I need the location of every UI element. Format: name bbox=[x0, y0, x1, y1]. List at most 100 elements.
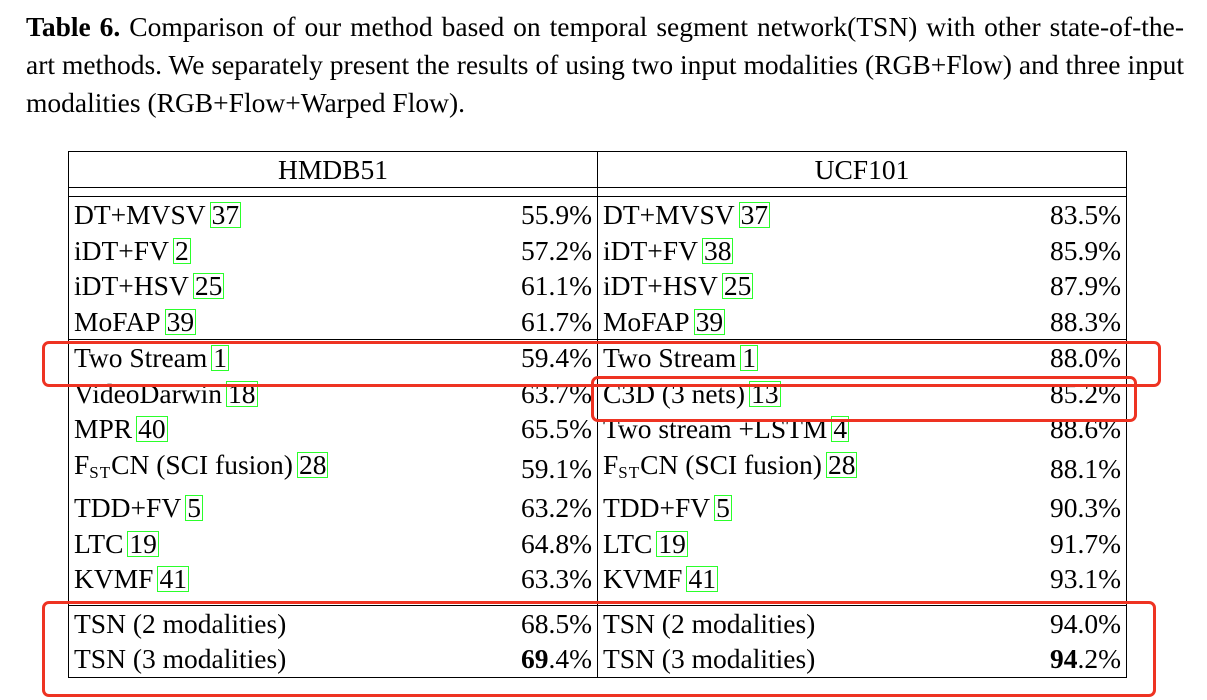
hmdb-accuracy: 63.2% bbox=[473, 490, 598, 526]
citation-link[interactable]: 25 bbox=[192, 270, 225, 301]
method-name-main: F bbox=[602, 448, 619, 480]
method-name-main: F bbox=[74, 448, 90, 480]
citation-link[interactable]: 2 bbox=[172, 234, 191, 266]
method-name: MoFAP bbox=[74, 305, 161, 337]
method-name: Two stream +LSTM bbox=[602, 413, 828, 444]
ucf-accuracy: 90.3% bbox=[1001, 490, 1127, 526]
header-row: HMDB51 UCF101 bbox=[68, 151, 1128, 188]
method-name: KVMF bbox=[74, 563, 154, 594]
method-name: MPR bbox=[74, 413, 133, 444]
table-row: VideoDarwin 18 63.7% C3D (3 nets) 13 85.2% bbox=[68, 375, 1127, 411]
citation-link[interactable]: 4 bbox=[831, 413, 850, 444]
table-row: TSN (2 modalities) 68.5% TSN (2 modaliti… bbox=[68, 604, 1127, 641]
citation-link[interactable]: 1 bbox=[740, 342, 758, 373]
citation-link[interactable]: 37 bbox=[209, 199, 242, 230]
citation-link[interactable]: 40 bbox=[136, 413, 168, 444]
citation-link[interactable]: 18 bbox=[226, 377, 258, 409]
ucf-accuracy: 91.7% bbox=[1001, 525, 1127, 561]
method-name-rest: CN (SCI fusion) bbox=[111, 448, 293, 480]
accuracy-rest: .4% bbox=[548, 643, 592, 674]
citation-link[interactable]: 25 bbox=[721, 270, 754, 301]
citation-link[interactable]: 5 bbox=[185, 492, 203, 523]
table-row: DT+MVSV 37 55.9% DT+MVSV 37 83.5% bbox=[68, 196, 1127, 233]
method-name: iDT+HSV bbox=[602, 270, 718, 301]
citation-link[interactable]: 28 bbox=[825, 448, 858, 480]
method-name: KVMF bbox=[602, 563, 683, 594]
table-row: FSTCN (SCI fusion) 28 59.1% FSTCN (SCI fu… bbox=[68, 446, 1127, 490]
citation-link[interactable]: 39 bbox=[164, 305, 197, 337]
hmdb-accuracy: 55.9% bbox=[473, 196, 598, 233]
method-name: C3D (3 nets) bbox=[602, 377, 746, 409]
ucf-accuracy: 87.9% bbox=[1001, 268, 1127, 304]
hmdb-accuracy: 59.4% bbox=[473, 339, 598, 376]
table-row: LTC 19 64.8% LTC 19 91.7% bbox=[68, 525, 1127, 561]
ucf-accuracy: 88.6% bbox=[1001, 411, 1127, 447]
method-name-subscript: ST bbox=[89, 462, 112, 482]
citation-link[interactable]: 19 bbox=[127, 527, 159, 559]
hmdb-accuracy: 59.1% bbox=[473, 446, 598, 490]
group-baselines: DT+MVSV 37 55.9% DT+MVSV 37 83.5% iDT+FV 2 … bbox=[68, 196, 1127, 340]
method-name: TDD+FV bbox=[74, 492, 182, 523]
ucf-accuracy: 83.5% bbox=[1001, 196, 1127, 233]
method-name: iDT+FV bbox=[74, 234, 169, 266]
method-name: TSN (2 modalities) bbox=[597, 604, 1002, 641]
method-name: iDT+HSV bbox=[74, 270, 189, 301]
method-name-subscript: ST bbox=[618, 462, 641, 482]
ucf-accuracy: 88.0% bbox=[1001, 339, 1127, 376]
citation-link[interactable]: 5 bbox=[714, 492, 732, 523]
table-row: TDD+FV 5 63.2% TDD+FV 5 90.3% bbox=[68, 490, 1127, 526]
citation-link[interactable]: 19 bbox=[656, 527, 688, 559]
method-name: TSN (2 modalities) bbox=[68, 604, 473, 641]
method-name: Two Stream bbox=[74, 342, 208, 373]
group-tsn: TSN (2 modalities) 68.5% TSN (2 modaliti… bbox=[68, 604, 1127, 678]
citation-link[interactable]: 41 bbox=[686, 563, 718, 594]
method-name: TSN (3 modalities) bbox=[68, 641, 473, 678]
caption-label: Table 6. bbox=[26, 11, 121, 42]
ucf-accuracy: 85.2% bbox=[1001, 375, 1127, 411]
method-name: LTC bbox=[602, 527, 653, 559]
table-row: TSN (3 modalities) 69.4% TSN (3 modaliti… bbox=[68, 641, 1127, 678]
hmdb-accuracy: 57.2% bbox=[473, 232, 598, 268]
accuracy-rest: .2% bbox=[1077, 643, 1121, 674]
hmdb-accuracy: 61.7% bbox=[473, 303, 598, 340]
header-ucf101: UCF101 bbox=[596, 151, 1128, 188]
hmdb-accuracy: 65.5% bbox=[473, 411, 598, 447]
table-row: iDT+HSV 25 61.1% iDT+HSV 25 87.9% bbox=[68, 268, 1127, 304]
method-name: iDT+FV bbox=[602, 234, 698, 266]
hmdb-accuracy: 69.4% bbox=[473, 641, 598, 678]
table-row: MoFAP 39 61.7% MoFAP 39 88.3% bbox=[68, 303, 1127, 340]
citation-link[interactable]: 1 bbox=[211, 342, 230, 373]
citation-link[interactable]: 39 bbox=[693, 305, 726, 337]
ucf-accuracy: 88.3% bbox=[1001, 303, 1127, 340]
accuracy-bold: 94 bbox=[1049, 643, 1078, 674]
group-deep-methods: Two Stream 1 59.4% Two Stream 1 88.0% Vide… bbox=[68, 339, 1127, 597]
citation-link[interactable]: 28 bbox=[296, 448, 329, 480]
method-name: LTC bbox=[74, 527, 124, 559]
method-name: DT+MVSV bbox=[74, 199, 206, 230]
table-row: iDT+FV 2 57.2% iDT+FV 38 85.9% bbox=[68, 232, 1127, 268]
ucf-accuracy: 93.1% bbox=[1001, 561, 1127, 597]
hmdb-accuracy: 68.5% bbox=[473, 604, 598, 641]
citation-link[interactable]: 38 bbox=[701, 234, 734, 266]
method-name: TSN (3 modalities) bbox=[597, 641, 1002, 678]
table-row: Two Stream 1 59.4% Two Stream 1 88.0% bbox=[68, 339, 1127, 376]
table-caption: Table 6. Comparison of our method based … bbox=[26, 8, 1184, 122]
citation-link[interactable]: 37 bbox=[738, 199, 771, 230]
ucf-accuracy: 94.0% bbox=[1001, 604, 1127, 641]
method-name: VideoDarwin bbox=[74, 377, 223, 409]
hmdb-accuracy: 61.1% bbox=[473, 268, 598, 304]
method-name: Two Stream bbox=[602, 342, 737, 373]
ucf-accuracy: 88.1% bbox=[1001, 446, 1127, 490]
method-name-rest: CN (SCI fusion) bbox=[640, 448, 822, 480]
table-row: MPR 40 65.5% Two stream +LSTM 4 88.6% bbox=[68, 411, 1127, 447]
hmdb-accuracy: 63.7% bbox=[473, 375, 598, 411]
citation-link[interactable]: 41 bbox=[157, 563, 189, 594]
method-name: DT+MVSV bbox=[602, 199, 735, 230]
ucf-accuracy: 94.2% bbox=[1001, 641, 1127, 678]
method-name: MoFAP bbox=[602, 305, 690, 337]
citation-link[interactable]: 13 bbox=[749, 377, 781, 409]
results-table: HMDB51 UCF101 DT+MVSV 37 55.9% DT+MVSV 37 … bbox=[68, 151, 1128, 678]
hmdb-accuracy: 63.3% bbox=[473, 561, 598, 597]
table-row: KVMF 41 63.3% KVMF 41 93.1% bbox=[68, 561, 1127, 597]
method-name: TDD+FV bbox=[602, 492, 711, 523]
